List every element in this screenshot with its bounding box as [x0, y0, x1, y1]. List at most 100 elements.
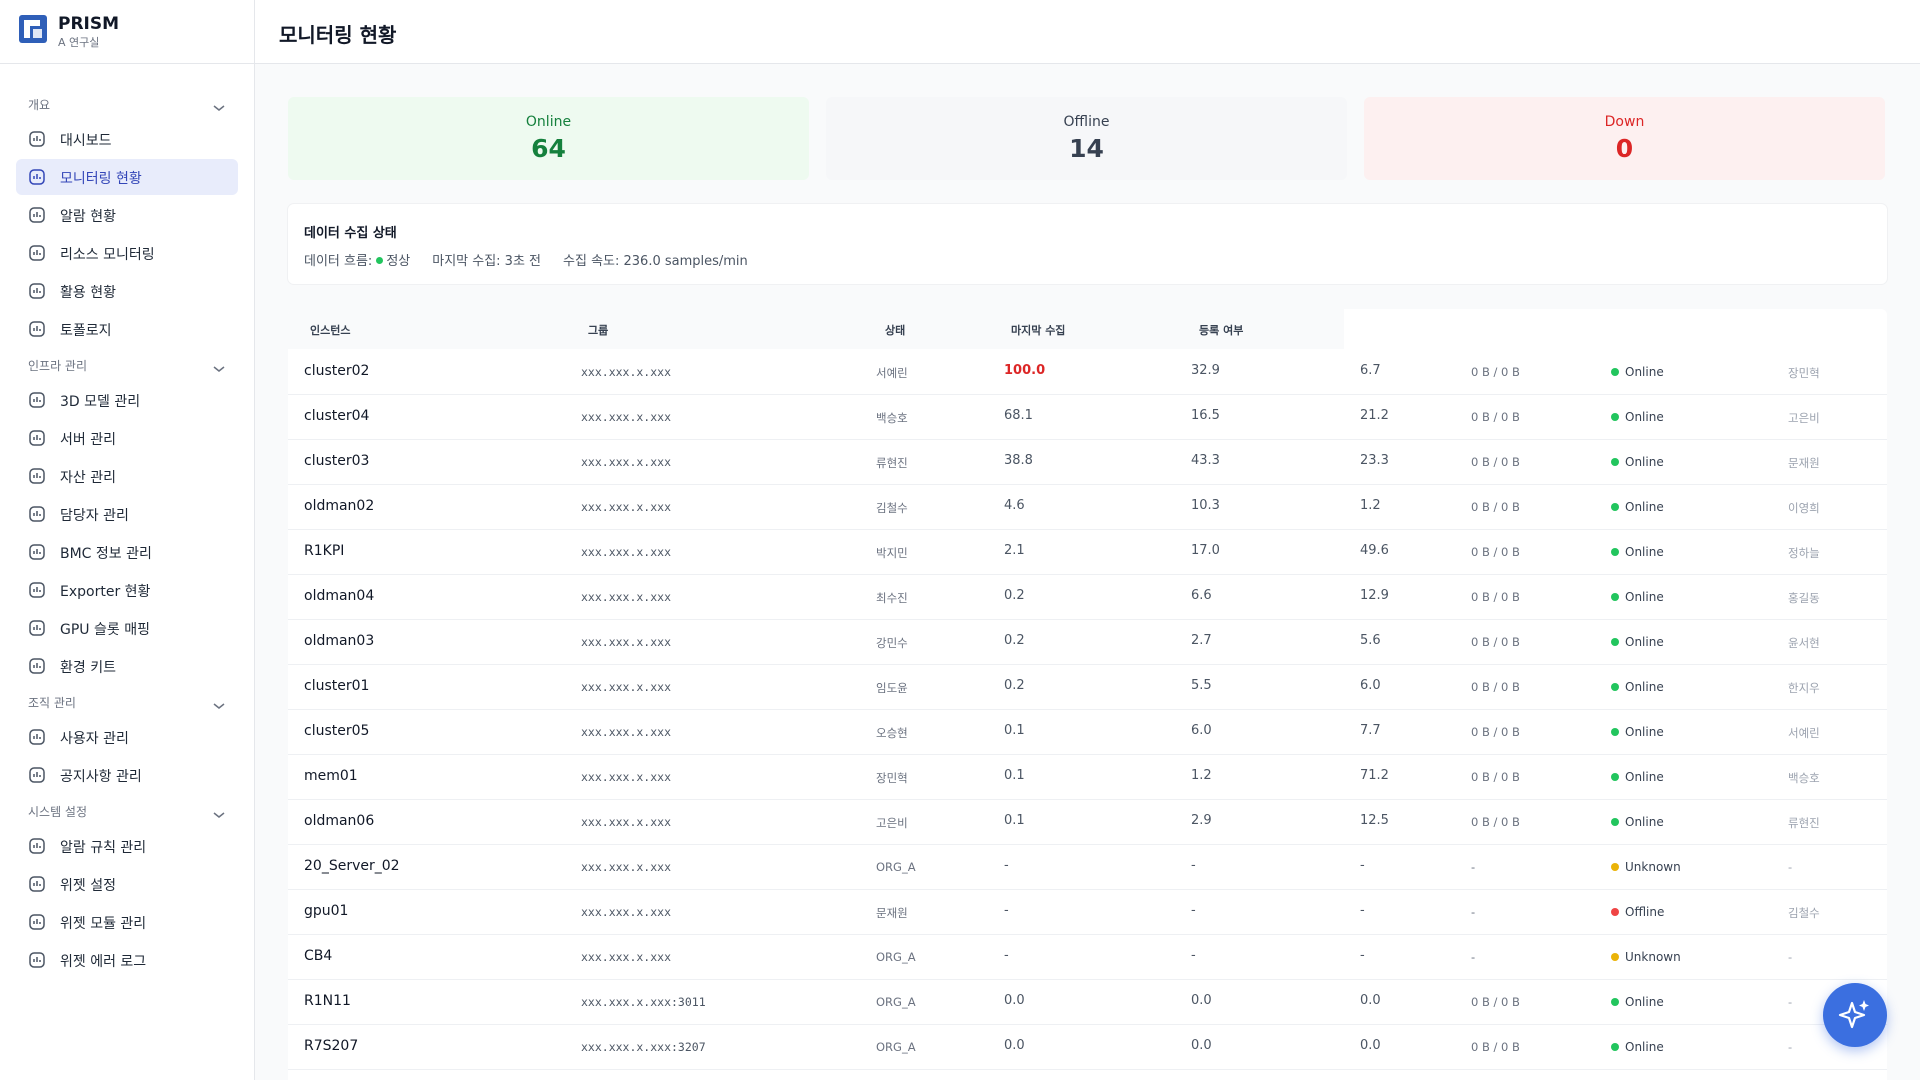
mem-cell: -: [1191, 948, 1196, 963]
manager-cell: -: [1788, 1040, 1793, 1054]
status-dot: [1611, 908, 1619, 916]
nav-item[interactable]: Exporter 현황: [16, 572, 238, 608]
nav-item[interactable]: 리소스 모니터링: [16, 235, 238, 271]
collapse-toggle[interactable]: [212, 98, 226, 117]
column-header[interactable]: 마지막 수집: [1011, 324, 1066, 337]
table-row[interactable]: CB4 xxx.xxx.x.xxx ORG_A - - - - Unknown -: [288, 934, 1887, 980]
manager-cell: 이영희: [1788, 501, 1820, 515]
owner-cell: 임도윤: [876, 681, 908, 695]
nav-item[interactable]: 활용 현황: [16, 273, 238, 309]
table-row[interactable]: cluster05 xxx.xxx.x.xxx 오승현 0.1 6.0 7.7 0 B / …: [288, 709, 1887, 755]
disk-cell: -: [1360, 858, 1365, 873]
table-row[interactable]: cluster02 xxx.xxx.x.xxx 서예린 100.0 32.9 6.7 0 B…: [288, 349, 1887, 395]
table-row[interactable]: cluster01 xxx.xxx.x.xxx 임도윤 0.2 5.5 6.0 0 B / …: [288, 664, 1887, 710]
instance-cell: cluster03: [304, 453, 370, 469]
status-card[interactable]: Offline 14: [826, 97, 1347, 180]
table-row[interactable]: 20_Server_02 xxx.xxx.x.xxx ORG_A - - - - Unknow…: [288, 844, 1887, 890]
table-row[interactable]: R1N11 xxx.xxx.x.xxx:3011 ORG_A 0.0 0.0 0.0 0 B…: [288, 979, 1887, 1025]
instance-cell: cluster01: [304, 678, 370, 694]
status-text: Online: [1625, 680, 1664, 694]
ip-cell: xxx.xxx.x.xxx: [581, 815, 672, 829]
status-cell: Online: [1611, 635, 1664, 649]
net-cell: 0 B / 0 B: [1471, 995, 1520, 1009]
nav-item[interactable]: 위젯 설정: [16, 866, 238, 902]
nav-icon: [29, 544, 45, 560]
table-row[interactable]: oldman06 xxx.xxx.x.xxx 고은비 0.1 2.9 12.5 0 B / …: [288, 799, 1887, 845]
disk-cell: 5.6: [1360, 633, 1381, 648]
mem-cell: 2.9: [1191, 813, 1212, 828]
disk-cell: 7.7: [1360, 723, 1381, 738]
nav-item[interactable]: 토폴로지: [16, 311, 238, 347]
ip-cell: xxx.xxx.x.xxx: [581, 410, 672, 424]
table-row[interactable]: oldman02 xxx.xxx.x.xxx 김철수 4.6 10.3 1.2 0 B / …: [288, 484, 1887, 530]
nav-item[interactable]: 서버 관리: [16, 420, 238, 456]
ip-cell: xxx.xxx.x.xxx:3207: [581, 1040, 706, 1054]
nav-icon: [29, 169, 45, 185]
table-header: 인스턴스 그룹 상태 마지막 수집 등록 여부: [288, 309, 1344, 349]
cpu-cell: 38.8: [1004, 453, 1033, 468]
ip-cell: xxx.xxx.x.xxx: [581, 365, 672, 379]
nav-item[interactable]: 알람 현황: [16, 197, 238, 233]
disk-cell: 23.3: [1360, 453, 1389, 468]
table-row[interactable]: cluster03 xxx.xxx.x.xxx 류현진 38.8 43.3 23.3 0 B…: [288, 439, 1887, 485]
nav-item[interactable]: 사용자 관리: [16, 719, 238, 755]
nav-item[interactable]: 알람 규칙 관리: [16, 828, 238, 864]
nav-item-label: 서버 관리: [60, 432, 116, 448]
net-cell: 0 B / 0 B: [1471, 545, 1520, 559]
status-card[interactable]: Online 64: [288, 97, 809, 180]
disk-cell: 12.9: [1360, 588, 1389, 603]
table-row[interactable]: mem01 xxx.xxx.x.xxx 장민혁 0.1 1.2 71.2 0 B / 0 B…: [288, 754, 1887, 800]
table-row[interactable]: oldman04 xxx.xxx.x.xxx 최수진 0.2 6.6 12.9 0 B / …: [288, 574, 1887, 620]
net-cell: 0 B / 0 B: [1471, 1040, 1520, 1054]
nav-item[interactable]: 자산 관리: [16, 458, 238, 494]
status-text: Online: [1625, 590, 1664, 604]
collapse-toggle[interactable]: [212, 359, 226, 378]
disk-cell: 0.0: [1360, 993, 1381, 1008]
nav-item[interactable]: 담당자 관리: [16, 496, 238, 532]
table-row[interactable]: oldman03 xxx.xxx.x.xxx 강민수 0.2 2.7 5.6 0 B / 0…: [288, 619, 1887, 665]
sidebar: PRISM A 연구실 개요 대시보드 모니터링 현황 알람 현황 리소스 모니터링 활용…: [0, 0, 255, 1080]
nav-item[interactable]: 모니터링 현황: [16, 159, 238, 195]
table-row[interactable]: gpu01 xxx.xxx.x.xxx 문재원 - - - - Offline 김철수: [288, 889, 1887, 935]
mem-cell: -: [1191, 858, 1196, 873]
nav-item[interactable]: 3D 모델 관리: [16, 382, 238, 418]
column-header[interactable]: 그룹: [588, 324, 609, 337]
cpu-cell: 0.1: [1004, 723, 1025, 738]
card-value: 0: [1615, 134, 1634, 163]
table-row[interactable]: cluster04 xxx.xxx.x.xxx 백승호 68.1 16.5 21.2 0 B…: [288, 394, 1887, 440]
owner-cell: ORG_A: [876, 860, 916, 874]
nav-item[interactable]: 위젯 모듈 관리: [16, 904, 238, 940]
ai-assistant-button[interactable]: [1823, 983, 1887, 1047]
status-cell: Online: [1611, 365, 1664, 379]
status-text: Unknown: [1625, 950, 1681, 964]
collapse-toggle[interactable]: [212, 805, 226, 824]
net-cell: 0 B / 0 B: [1471, 815, 1520, 829]
nav-item-label: 공지사항 관리: [60, 769, 142, 785]
nav-item[interactable]: 대시보드: [16, 121, 238, 157]
net-cell: 0 B / 0 B: [1471, 500, 1520, 514]
owner-cell: 장민혁: [876, 771, 908, 785]
table-row[interactable]: R7S207 xxx.xxx.x.xxx:3207 ORG_A 0.0 0.0 0.0 0 …: [288, 1024, 1887, 1070]
column-header[interactable]: 상태: [885, 324, 906, 337]
nav-item[interactable]: 위젯 에러 로그: [16, 942, 238, 978]
nav-item[interactable]: GPU 슬롯 매핑: [16, 610, 238, 646]
nav-item[interactable]: BMC 정보 관리: [16, 534, 238, 570]
table-row[interactable]: R1KPI xxx.xxx.x.xxx 박지민 2.1 17.0 49.6 0 B / 0 …: [288, 529, 1887, 575]
status-card[interactable]: Down 0: [1364, 97, 1885, 180]
column-header[interactable]: 등록 여부: [1199, 324, 1244, 337]
nav-icon: [29, 392, 45, 408]
collection-status: 데이터 수집 상태 데이터 흐름: 정상 마지막 수집: 3초 전 수집 속도: 23…: [288, 204, 1887, 284]
net-cell: 0 B / 0 B: [1471, 365, 1520, 379]
nav-item[interactable]: 공지사항 관리: [16, 757, 238, 793]
brand[interactable]: PRISM A 연구실: [18, 14, 119, 49]
card-value: 64: [531, 134, 566, 163]
instance-cell: gpu01: [304, 903, 349, 919]
column-header[interactable]: 인스턴스: [310, 324, 351, 337]
nav-icon: [29, 283, 45, 299]
collection-title: 데이터 수집 상태: [304, 226, 397, 241]
nav-item[interactable]: 환경 키트: [16, 648, 238, 684]
collapse-toggle[interactable]: [212, 696, 226, 715]
owner-cell: 박지민: [876, 546, 908, 560]
instance-cell: R1KPI: [304, 543, 345, 559]
nav-item-label: 모니터링 현황: [60, 171, 142, 187]
